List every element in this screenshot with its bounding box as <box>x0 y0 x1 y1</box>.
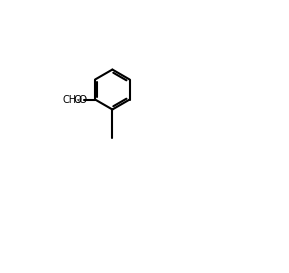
Text: O: O <box>74 94 82 105</box>
Text: O: O <box>78 94 86 105</box>
Text: CH₃: CH₃ <box>63 94 81 105</box>
